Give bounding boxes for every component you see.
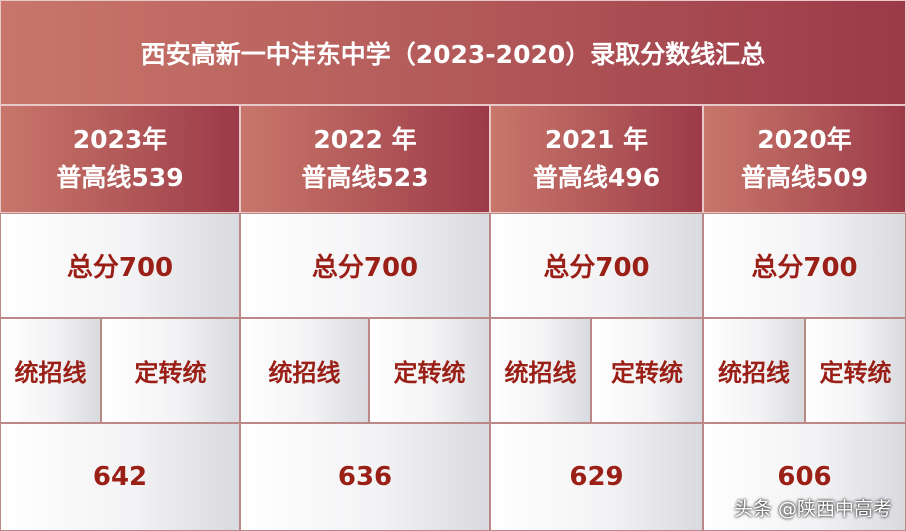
sub-header-text: 定转统 [611, 359, 683, 387]
total-score: 总分700 [0, 213, 240, 318]
watermark: 头条 @陕西中高考 [733, 498, 892, 520]
total-score: 总分700 [240, 213, 490, 318]
year-header-text: 普高线539 [56, 163, 184, 192]
year-header: 2023年普高线539 [0, 105, 240, 213]
sub-header-text: 统招线 [14, 359, 87, 387]
score-value-text: 606 [777, 462, 832, 492]
score-value-text: 636 [337, 462, 393, 492]
score-value-text: 642 [92, 462, 148, 492]
year-header: 2022 年普高线523 [240, 105, 490, 213]
sub-header-text: 定转统 [393, 359, 466, 387]
sub-header: 统招线 [490, 318, 591, 423]
sub-header-text: 定转统 [819, 359, 892, 387]
score-value-text: 629 [569, 462, 624, 492]
table-title: 西安高新一中沣东中学（2023-2020）录取分数线汇总 [0, 0, 906, 105]
year-header-text: 2021 年 [544, 125, 649, 154]
sub-header-text: 定转统 [134, 359, 207, 387]
total-score-text: 总分700 [543, 253, 650, 283]
total-score-text: 总分700 [751, 253, 858, 283]
score-value: 642 [0, 423, 240, 531]
sub-header: 统招线 [240, 318, 369, 423]
total-score: 总分700 [490, 213, 703, 318]
year-header: 2020年普高线509 [703, 105, 906, 213]
year-header-text: 普高线496 [532, 163, 661, 192]
year-header-text: 2023年 [72, 125, 168, 154]
year-header-text: 2020年 [757, 125, 852, 154]
sub-header-text: 统招线 [504, 359, 577, 387]
sub-header-text: 统招线 [718, 359, 790, 387]
sub-header: 定转统 [101, 318, 240, 423]
score-value: 636 [240, 423, 490, 531]
total-score: 总分700 [703, 213, 906, 318]
score-value: 606 [703, 423, 906, 531]
year-header-text: 2022 年 [313, 125, 417, 154]
sub-header-text: 统招线 [268, 359, 341, 387]
sub-header: 定转统 [369, 318, 490, 423]
sub-header: 统招线 [0, 318, 101, 423]
total-score-text: 总分700 [66, 253, 174, 283]
total-score-text: 总分700 [311, 253, 419, 283]
sub-header: 定转统 [805, 318, 906, 423]
score-value: 629 [490, 423, 703, 531]
year-header-text: 普高线509 [740, 163, 869, 192]
sub-header: 定转统 [591, 318, 703, 423]
year-header-text: 普高线523 [301, 163, 429, 192]
sub-header: 统招线 [703, 318, 805, 423]
year-header: 2021 年普高线496 [490, 105, 703, 213]
